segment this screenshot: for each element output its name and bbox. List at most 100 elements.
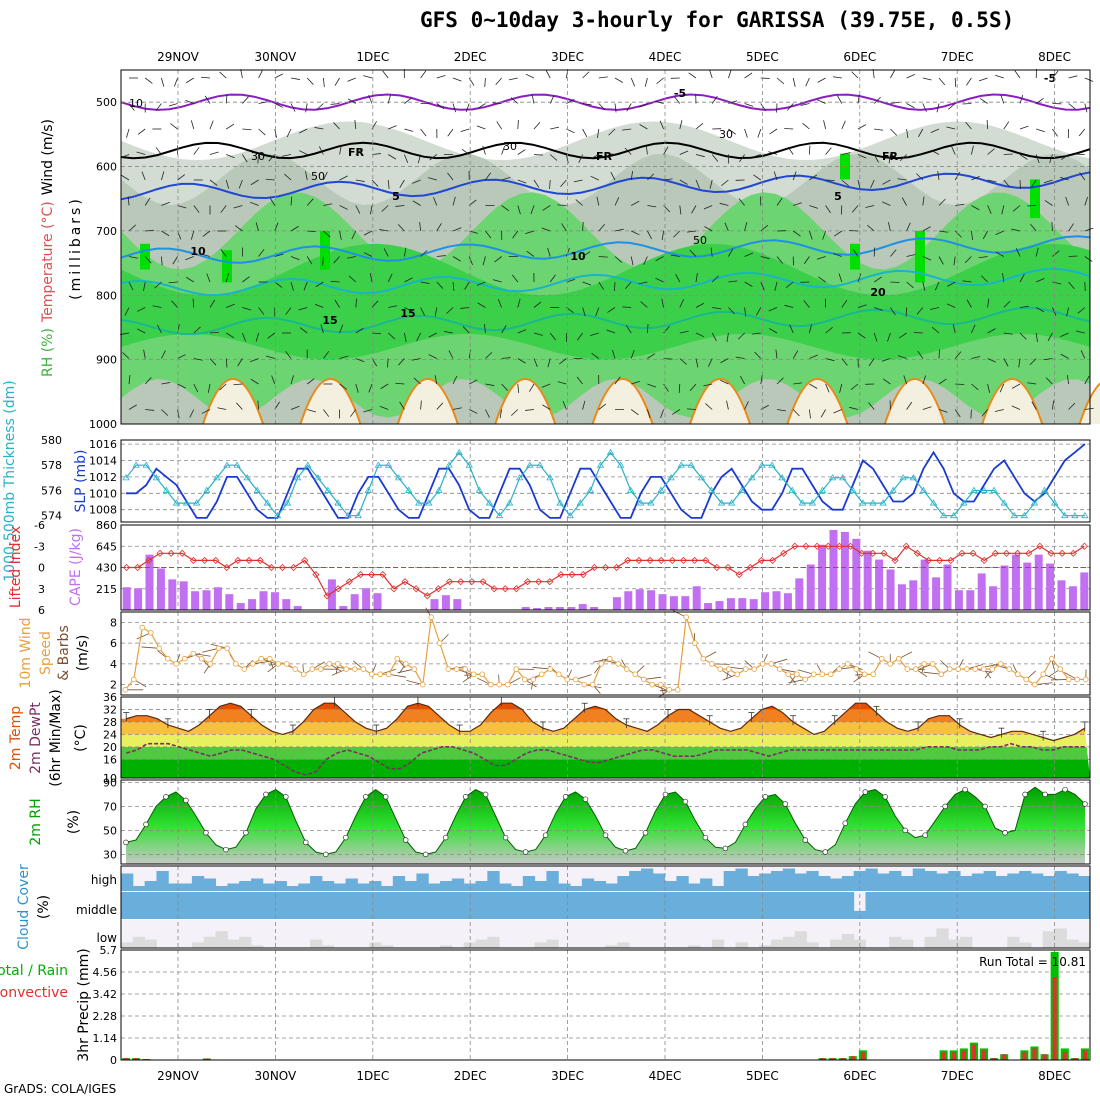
wind-barb: [872, 69, 875, 79]
wind-speed-marker: [878, 655, 885, 662]
wind-barb: [639, 124, 648, 130]
rh-marker: [702, 834, 709, 841]
wind-barb: [596, 196, 600, 206]
li-marker: [134, 563, 142, 572]
date-label-bottom: 2DEC: [454, 1069, 487, 1083]
wind-barb: [419, 222, 421, 232]
wind-barb: [161, 256, 163, 266]
wind-barb: [952, 324, 956, 334]
rh-marker: [922, 832, 928, 838]
wind-barb: [576, 376, 583, 385]
thickness-marker: [1071, 511, 1079, 519]
li-marker: [579, 571, 587, 579]
wind-speed-marker: [1048, 655, 1055, 662]
cloud-middle-bar: [274, 892, 287, 919]
wind-barb: [145, 229, 155, 232]
wind-speed-marker: [759, 661, 766, 667]
slp-thickness-panel: 100810101012101410165745765785801000-500…: [2, 380, 1091, 582]
cloud-high-bar: [239, 881, 252, 891]
wind-barb: [444, 331, 454, 334]
li-marker: [947, 556, 955, 564]
wind-barb: [143, 349, 146, 359]
wind-barb: [906, 128, 909, 138]
wind-barb: [1002, 273, 1005, 283]
wind-barb: [250, 358, 259, 363]
wind-speed-marker: [606, 655, 613, 662]
li-marker: [290, 563, 298, 572]
rh-marker: [462, 794, 469, 800]
wind-barb: [285, 307, 292, 315]
surface-isotherm: [591, 378, 654, 425]
li-marker: [1047, 549, 1055, 557]
wind-speed-marker: [1074, 676, 1081, 683]
wind-barb: [897, 355, 907, 359]
isotherm-label: FR: [596, 150, 613, 163]
cape-tick-label: 860: [96, 519, 117, 532]
wind-barb: [226, 303, 235, 308]
precip-convective-bar: [941, 1052, 946, 1060]
thickness-marker: [566, 511, 574, 519]
wind-barb: [257, 400, 259, 410]
wind-barb: [614, 228, 624, 232]
cloud-high-bar: [983, 871, 996, 891]
wind-barb: [695, 154, 705, 158]
wind-barb: [434, 375, 438, 385]
li-marker: [457, 578, 465, 586]
wind-speed-marker: [198, 655, 205, 662]
rh-marker: [283, 794, 289, 800]
cloud-low-bar: [1007, 936, 1020, 948]
pressure-tick-label: 500: [96, 96, 117, 109]
wind-barb: [980, 275, 988, 283]
wind-barb: [647, 409, 651, 419]
wind-barb: [306, 198, 314, 206]
wind-barb: [744, 307, 747, 317]
wind-barb: [582, 251, 591, 257]
wind-barb: [127, 196, 130, 206]
cape-bar: [191, 591, 200, 610]
wind-barb: [346, 256, 356, 259]
rh-marker: [842, 820, 849, 826]
li-marker: [802, 542, 810, 550]
wind-barb: [951, 146, 956, 155]
surface-wind-barb: [406, 680, 423, 686]
cloud-low-bar: [440, 945, 453, 948]
wind-barb: [774, 281, 778, 291]
wind-barb: [785, 281, 794, 288]
wind-barb: [670, 254, 680, 257]
wind-barb: [255, 332, 259, 342]
cloud-low-bar: [369, 942, 382, 948]
wind-barb: [128, 404, 137, 410]
rh-contour-label: 30: [503, 140, 517, 153]
li-marker: [412, 585, 420, 593]
cape-bar: [852, 538, 861, 610]
wind-barb: [582, 128, 588, 138]
rh-contour-label: 30: [251, 150, 265, 163]
wind-barb: [193, 326, 201, 334]
isotherm-freezing: [120, 141, 1091, 160]
wind-barb: [547, 247, 551, 257]
rh-marker: [1042, 791, 1048, 798]
rh-marker: [203, 830, 209, 836]
wind-barb: [954, 230, 962, 238]
thickness-marker: [182, 499, 191, 506]
wind-barb: [192, 298, 195, 308]
cloud-low-bar: [475, 939, 488, 948]
cloud-high-bar: [640, 868, 654, 891]
wind-barb: [185, 276, 195, 283]
wind-barb: [655, 256, 664, 262]
thickness-marker: [404, 486, 413, 493]
cloud-high-bar: [345, 878, 358, 891]
wind-barb: [1027, 382, 1037, 385]
cape-bar: [635, 589, 644, 610]
wind-barb: [916, 307, 924, 315]
wind-speed-marker: [572, 676, 579, 683]
precip-convective-bar: [992, 1058, 997, 1060]
wind-barb: [380, 383, 389, 390]
wind-barb: [517, 329, 527, 334]
cloud-high-bar: [416, 873, 429, 891]
wind-barb: [469, 379, 478, 385]
surface-isotherm: [202, 378, 264, 425]
wind-barb: [979, 98, 988, 104]
wind-barb: [155, 103, 162, 111]
wind-barb: [598, 223, 606, 232]
